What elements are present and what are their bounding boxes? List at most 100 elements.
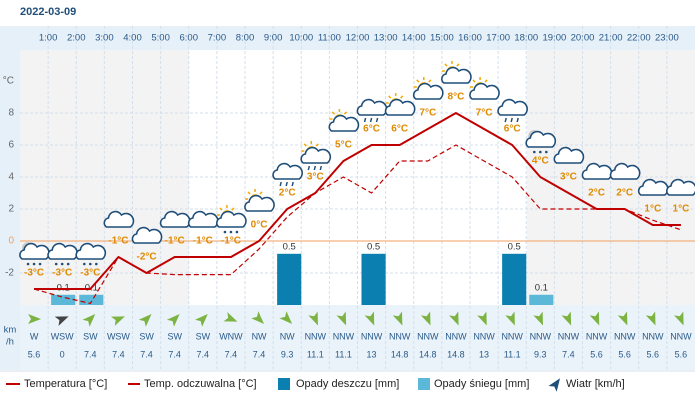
wind-direction: NNW xyxy=(473,331,495,341)
temp-label: 6°C xyxy=(363,124,380,135)
sun-ray xyxy=(247,191,251,195)
temp-label: 7°C xyxy=(476,108,493,119)
raindrop xyxy=(510,117,513,123)
snowflake xyxy=(26,262,30,266)
snowflake xyxy=(60,262,64,266)
hour-label: 3:00 xyxy=(95,33,114,44)
wind-speed: 7.4 xyxy=(140,349,153,359)
wind-speed: 5.6 xyxy=(675,349,688,359)
hour-label: 2:00 xyxy=(67,33,86,44)
weather-icon xyxy=(103,210,135,228)
snowflake xyxy=(89,262,92,266)
cloud xyxy=(441,66,472,84)
temp-label: -1°C xyxy=(193,236,213,247)
wind-speed: 5.6 xyxy=(618,349,631,359)
y-tick-label: 2 xyxy=(8,204,14,215)
wind-arrow xyxy=(82,314,96,327)
hour-label: 4:00 xyxy=(123,33,142,44)
snowflake xyxy=(38,262,42,266)
cloud xyxy=(553,146,585,164)
wind-arrow xyxy=(420,311,431,326)
cloud xyxy=(75,242,107,260)
snowflake xyxy=(539,150,542,154)
temp-label: 2°C xyxy=(279,188,296,199)
wind-arrow xyxy=(223,312,238,322)
weather-icon xyxy=(525,130,557,154)
wind-speed: 13 xyxy=(479,349,489,359)
y-tick-label: 0 xyxy=(8,236,14,247)
cloud xyxy=(609,162,641,180)
wind-speed: 9.3 xyxy=(281,349,294,359)
y-tick-label: -2 xyxy=(5,268,14,279)
hour-label: 14:00 xyxy=(402,33,426,44)
raindrop xyxy=(285,181,288,187)
cloud xyxy=(666,178,695,196)
sun-ray xyxy=(444,63,448,67)
weather-icon xyxy=(609,162,641,180)
temp-label: 4°C xyxy=(532,156,549,167)
wind-arrow xyxy=(28,314,42,324)
wind-speed: 7.4 xyxy=(253,349,266,359)
hour-label: 6:00 xyxy=(180,33,199,44)
wind-speed: 9.3 xyxy=(534,349,547,359)
temp-label: 6°C xyxy=(504,124,521,135)
temp-label: -1°C xyxy=(108,236,128,247)
wind-arrow xyxy=(589,311,600,326)
temp-label: -3°C xyxy=(24,268,44,279)
snow-label: 0.1 xyxy=(57,282,70,293)
wind-direction: SW xyxy=(83,331,98,341)
temp-label: 7°C xyxy=(419,108,436,119)
wind-speed: 5.6 xyxy=(28,349,41,359)
weather-icon xyxy=(75,242,107,266)
temp-label: -3°C xyxy=(80,268,100,279)
hour-label: 11:00 xyxy=(318,33,341,44)
hour-label: 7:00 xyxy=(208,33,227,44)
wind-speed: 11.1 xyxy=(504,349,521,359)
wind-speed: 5.6 xyxy=(647,349,660,359)
wind-direction: NW xyxy=(280,331,295,341)
temp-label: -2°C xyxy=(137,252,157,263)
wind-speed: 11.1 xyxy=(307,349,324,359)
wind-arrow xyxy=(110,316,125,326)
snowflake xyxy=(83,262,86,266)
snowflake xyxy=(545,150,548,154)
wind-direction: NNW xyxy=(417,331,439,341)
weather-icon xyxy=(412,77,444,100)
wind-direction: NNW xyxy=(586,331,608,341)
weather-icon xyxy=(384,93,416,116)
hour-label: 15:00 xyxy=(430,33,454,44)
snowflake xyxy=(229,230,233,234)
raindrop xyxy=(504,117,507,123)
weather-icon xyxy=(469,77,500,100)
temp-label: -3°C xyxy=(52,268,72,279)
hour-label: 17:00 xyxy=(486,33,510,44)
hour-label: 12:00 xyxy=(346,33,370,44)
axis-band xyxy=(0,26,20,370)
wind-speed: 0 xyxy=(60,349,65,359)
rain-bar xyxy=(361,253,386,305)
weather-icon xyxy=(131,226,163,244)
sun-ray xyxy=(331,111,336,115)
hour-label: 5:00 xyxy=(151,33,170,44)
wind-direction: NNW xyxy=(614,331,636,341)
y-tick-label: 8 xyxy=(8,108,14,119)
cloud xyxy=(412,82,444,100)
sun-ray xyxy=(388,95,392,99)
temp-label: -1°C xyxy=(165,236,185,247)
wind-speed: 14.8 xyxy=(447,349,465,359)
wind-arrow xyxy=(533,311,543,326)
y-unit: °C xyxy=(3,76,14,87)
temp-label: 1°C xyxy=(644,204,661,215)
wind-direction: SW xyxy=(196,331,211,341)
sun-ray xyxy=(303,143,307,147)
sun-ray xyxy=(259,191,263,195)
weather-icon xyxy=(300,141,332,171)
wind-arrow xyxy=(477,311,487,326)
legend-swatch xyxy=(548,378,561,392)
wind-arrow xyxy=(166,314,180,327)
wind-speed: 14.8 xyxy=(419,349,437,359)
hour-label: 1:00 xyxy=(39,33,58,44)
raindrop xyxy=(279,181,282,187)
wind-speed: 11.1 xyxy=(335,349,352,359)
